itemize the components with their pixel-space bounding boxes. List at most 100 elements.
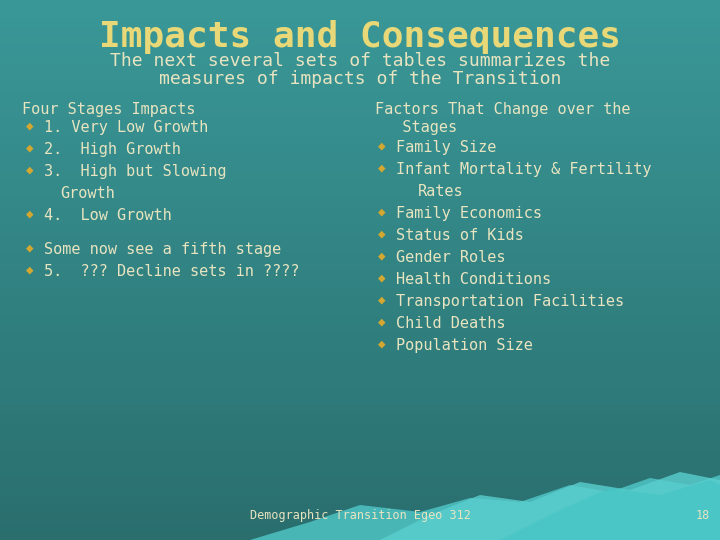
Bar [0,90,720,99]
Text: ◆: ◆ [26,264,34,277]
Text: ◆: ◆ [378,250,385,263]
Text: Stages: Stages [375,120,457,135]
Bar [0,216,720,225]
Bar [0,117,720,126]
Text: Growth: Growth [60,186,114,201]
Text: Family Economics: Family Economics [396,206,542,221]
Text: Family Size: Family Size [396,140,496,155]
Bar [0,63,720,72]
Bar [0,405,720,414]
Bar [0,54,720,63]
Text: ◆: ◆ [26,120,34,133]
Text: ◆: ◆ [26,208,34,221]
Bar [0,243,720,252]
Bar [0,135,720,144]
Text: Infant Mortality & Fertility: Infant Mortality & Fertility [396,162,652,177]
Bar [0,252,720,261]
Text: Impacts and Consequences: Impacts and Consequences [99,20,621,54]
Bar [0,333,720,342]
Text: ◆: ◆ [378,294,385,307]
Bar [0,306,720,315]
Polygon shape [250,475,720,540]
Text: Factors That Change over the: Factors That Change over the [375,102,631,117]
Bar [0,423,720,432]
Bar [0,486,720,495]
Bar [0,387,720,396]
Text: ◆: ◆ [378,272,385,285]
Bar [0,441,720,450]
Bar [0,297,720,306]
Text: Some now see a fifth stage: Some now see a fifth stage [44,242,282,257]
Bar [0,180,720,189]
Text: measures of impacts of the Transition: measures of impacts of the Transition [159,70,561,88]
Text: 1. Very Low Growth: 1. Very Low Growth [44,120,208,135]
Bar [0,360,720,369]
Bar [0,126,720,135]
Text: 4.  Low Growth: 4. Low Growth [44,208,172,223]
Bar [0,279,720,288]
Text: ◆: ◆ [378,316,385,329]
Bar [0,261,720,270]
Bar [0,378,720,387]
Bar [0,18,720,27]
Text: Four Stages Impacts: Four Stages Impacts [22,102,195,117]
Bar [0,504,720,513]
Bar [0,198,720,207]
Bar [0,144,720,153]
Text: Rates: Rates [418,184,464,199]
Bar [0,108,720,117]
Bar [0,27,720,36]
Bar [0,207,720,216]
Bar [0,450,720,459]
Text: Population Size: Population Size [396,338,533,353]
Bar [0,171,720,180]
Bar [0,468,720,477]
Text: The next several sets of tables summarizes the: The next several sets of tables summariz… [110,52,610,70]
Bar [0,495,720,504]
Bar [0,72,720,81]
Bar [0,153,720,162]
Polygon shape [500,480,720,540]
Text: Health Conditions: Health Conditions [396,272,551,287]
Text: Status of Kids: Status of Kids [396,228,523,243]
Bar [0,477,720,486]
Bar [0,342,720,351]
Bar [0,162,720,171]
Text: Demographic Transition Egeo 312: Demographic Transition Egeo 312 [250,509,470,522]
Bar [0,225,720,234]
Bar [0,0,720,9]
Bar [0,414,720,423]
Bar [0,234,720,243]
Bar [0,81,720,90]
Text: ◆: ◆ [378,162,385,175]
Bar [0,36,720,45]
Bar [0,522,720,531]
Text: ◆: ◆ [378,206,385,219]
Bar [0,99,720,108]
Text: ◆: ◆ [378,338,385,351]
Bar [0,396,720,405]
Text: ◆: ◆ [378,228,385,241]
Bar [0,9,720,18]
Text: Child Deaths: Child Deaths [396,316,505,331]
Bar [0,459,720,468]
Text: ◆: ◆ [378,140,385,153]
Text: 5.  ??? Decline sets in ????: 5. ??? Decline sets in ???? [44,264,300,279]
Text: ◆: ◆ [26,242,34,255]
Text: 2.  High Growth: 2. High Growth [44,142,181,157]
Bar [0,189,720,198]
Text: ◆: ◆ [26,164,34,177]
Text: 18: 18 [696,509,710,522]
Bar [0,270,720,279]
Text: Transportation Facilities: Transportation Facilities [396,294,624,309]
Bar [0,531,720,540]
Bar [0,315,720,324]
Bar [0,513,720,522]
Text: 3.  High but Slowing: 3. High but Slowing [44,164,227,179]
Bar [0,288,720,297]
Text: Gender Roles: Gender Roles [396,250,505,265]
Bar [0,45,720,54]
Bar [0,432,720,441]
Bar [0,351,720,360]
Polygon shape [380,472,720,540]
